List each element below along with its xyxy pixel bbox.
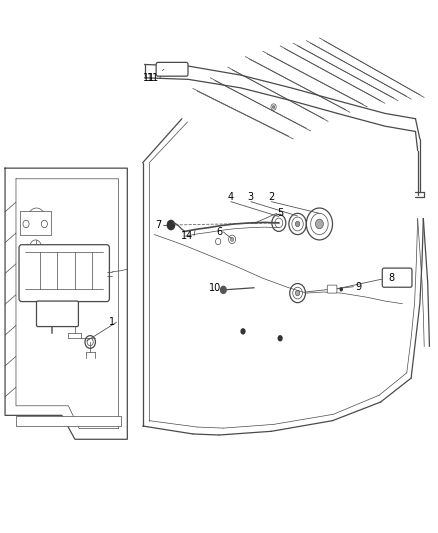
FancyBboxPatch shape <box>19 245 110 302</box>
FancyBboxPatch shape <box>36 301 78 327</box>
Text: 2: 2 <box>268 192 275 203</box>
Circle shape <box>315 219 323 229</box>
Circle shape <box>240 328 246 335</box>
Circle shape <box>220 286 227 294</box>
FancyBboxPatch shape <box>156 62 188 76</box>
Circle shape <box>278 335 283 342</box>
Text: 5: 5 <box>277 208 283 219</box>
Circle shape <box>272 106 275 109</box>
FancyBboxPatch shape <box>327 285 337 293</box>
FancyBboxPatch shape <box>382 268 412 287</box>
Circle shape <box>43 311 47 316</box>
Text: 4: 4 <box>228 192 234 203</box>
Text: 11: 11 <box>147 69 164 83</box>
Text: 7: 7 <box>155 220 161 230</box>
Circle shape <box>230 237 234 241</box>
Text: 9: 9 <box>356 282 362 292</box>
Bar <box>20 211 51 235</box>
Circle shape <box>60 311 65 316</box>
Text: 3: 3 <box>248 192 254 203</box>
Circle shape <box>166 220 175 230</box>
Circle shape <box>295 221 300 227</box>
Text: 8: 8 <box>389 273 395 283</box>
Circle shape <box>295 290 300 296</box>
Text: 10: 10 <box>208 283 221 293</box>
Bar <box>16 416 121 426</box>
Text: 1: 1 <box>109 317 115 327</box>
Text: 14: 14 <box>181 231 194 241</box>
Text: 6: 6 <box>216 227 222 237</box>
Text: 11: 11 <box>143 73 155 83</box>
Circle shape <box>339 287 343 292</box>
